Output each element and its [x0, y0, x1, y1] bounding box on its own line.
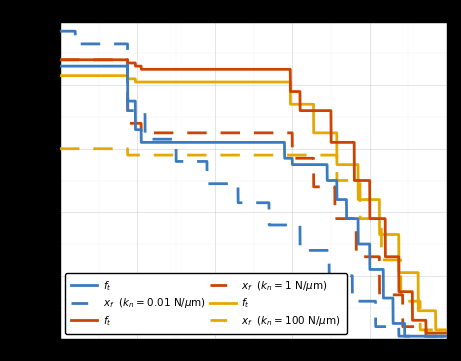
Legend: $f_t$, $x_f$  $(k_n = 0.01\ \mathrm{N}/\mu\mathrm{m})$, $f_t$, $x_f$  $(k_n = 1\: $f_t$, $x_f$ $(k_n = 0.01\ \mathrm{N}/\m…	[65, 273, 347, 334]
